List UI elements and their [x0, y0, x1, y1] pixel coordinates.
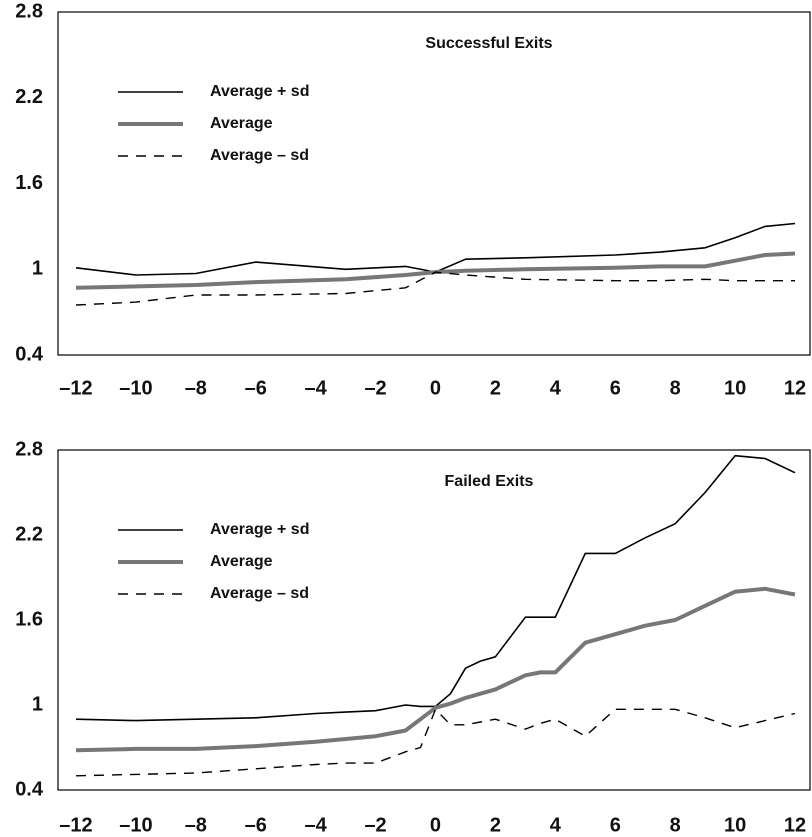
y-tick-label: 2.8: [15, 0, 43, 22]
series-line: [75, 586, 796, 753]
x-tick-label: –6: [245, 377, 267, 399]
legend-label: Average – sd: [210, 147, 309, 164]
x-tick-label: –12: [59, 377, 92, 399]
x-tick-label: –6: [245, 814, 267, 836]
series-line: [75, 271, 795, 306]
x-tick-label: 12: [784, 814, 806, 836]
y-tick-label: 1: [32, 258, 43, 280]
series-line: [75, 454, 796, 722]
x-tick-label: 4: [550, 814, 562, 836]
legend-label: Average: [210, 115, 273, 132]
y-tick-label: 0.4: [15, 343, 44, 365]
y-tick-label: 2.2: [15, 86, 43, 108]
x-tick-label: 2: [490, 814, 501, 836]
x-tick-label: –12: [59, 814, 92, 836]
plot-frame: [57, 449, 811, 791]
series-line: [75, 251, 796, 290]
x-tick-label: 8: [670, 377, 681, 399]
x-tick-label: 4: [550, 377, 562, 399]
x-tick-label: 12: [784, 377, 806, 399]
x-tick-label: 0: [430, 377, 441, 399]
x-tick-label: –4: [305, 377, 328, 399]
x-tick-label: –10: [119, 814, 152, 836]
x-tick-label: 6: [610, 814, 621, 836]
x-tick-label: 2: [490, 377, 501, 399]
x-tick-label: –4: [305, 814, 328, 836]
chart-title: Successful Exits: [425, 35, 552, 52]
x-tick-label: 10: [724, 814, 746, 836]
y-tick-label: 2.2: [15, 523, 43, 545]
series-line: [75, 222, 796, 276]
legend-label: Average + sd: [210, 521, 309, 538]
x-tick-label: –2: [364, 377, 386, 399]
legend-label: Average + sd: [210, 83, 309, 100]
y-tick-label: 2.8: [15, 438, 43, 460]
legend-label: Average – sd: [210, 585, 309, 602]
y-tick-label: 0.4: [15, 778, 44, 800]
x-tick-label: –8: [185, 814, 207, 836]
series-line: [75, 708, 796, 777]
chart-title: Failed Exits: [445, 473, 534, 490]
x-tick-label: –10: [119, 377, 152, 399]
legend-label: Average: [210, 553, 273, 570]
y-tick-label: 1.6: [15, 172, 43, 194]
x-tick-label: 10: [724, 377, 746, 399]
plot-frame: [57, 11, 811, 356]
x-tick-label: –8: [185, 377, 207, 399]
x-tick-label: –2: [364, 814, 386, 836]
y-tick-label: 1.6: [15, 608, 43, 630]
x-tick-label: 6: [610, 377, 621, 399]
x-tick-label: 0: [430, 814, 441, 836]
y-tick-label: 1: [32, 693, 43, 715]
x-tick-label: 8: [670, 814, 681, 836]
